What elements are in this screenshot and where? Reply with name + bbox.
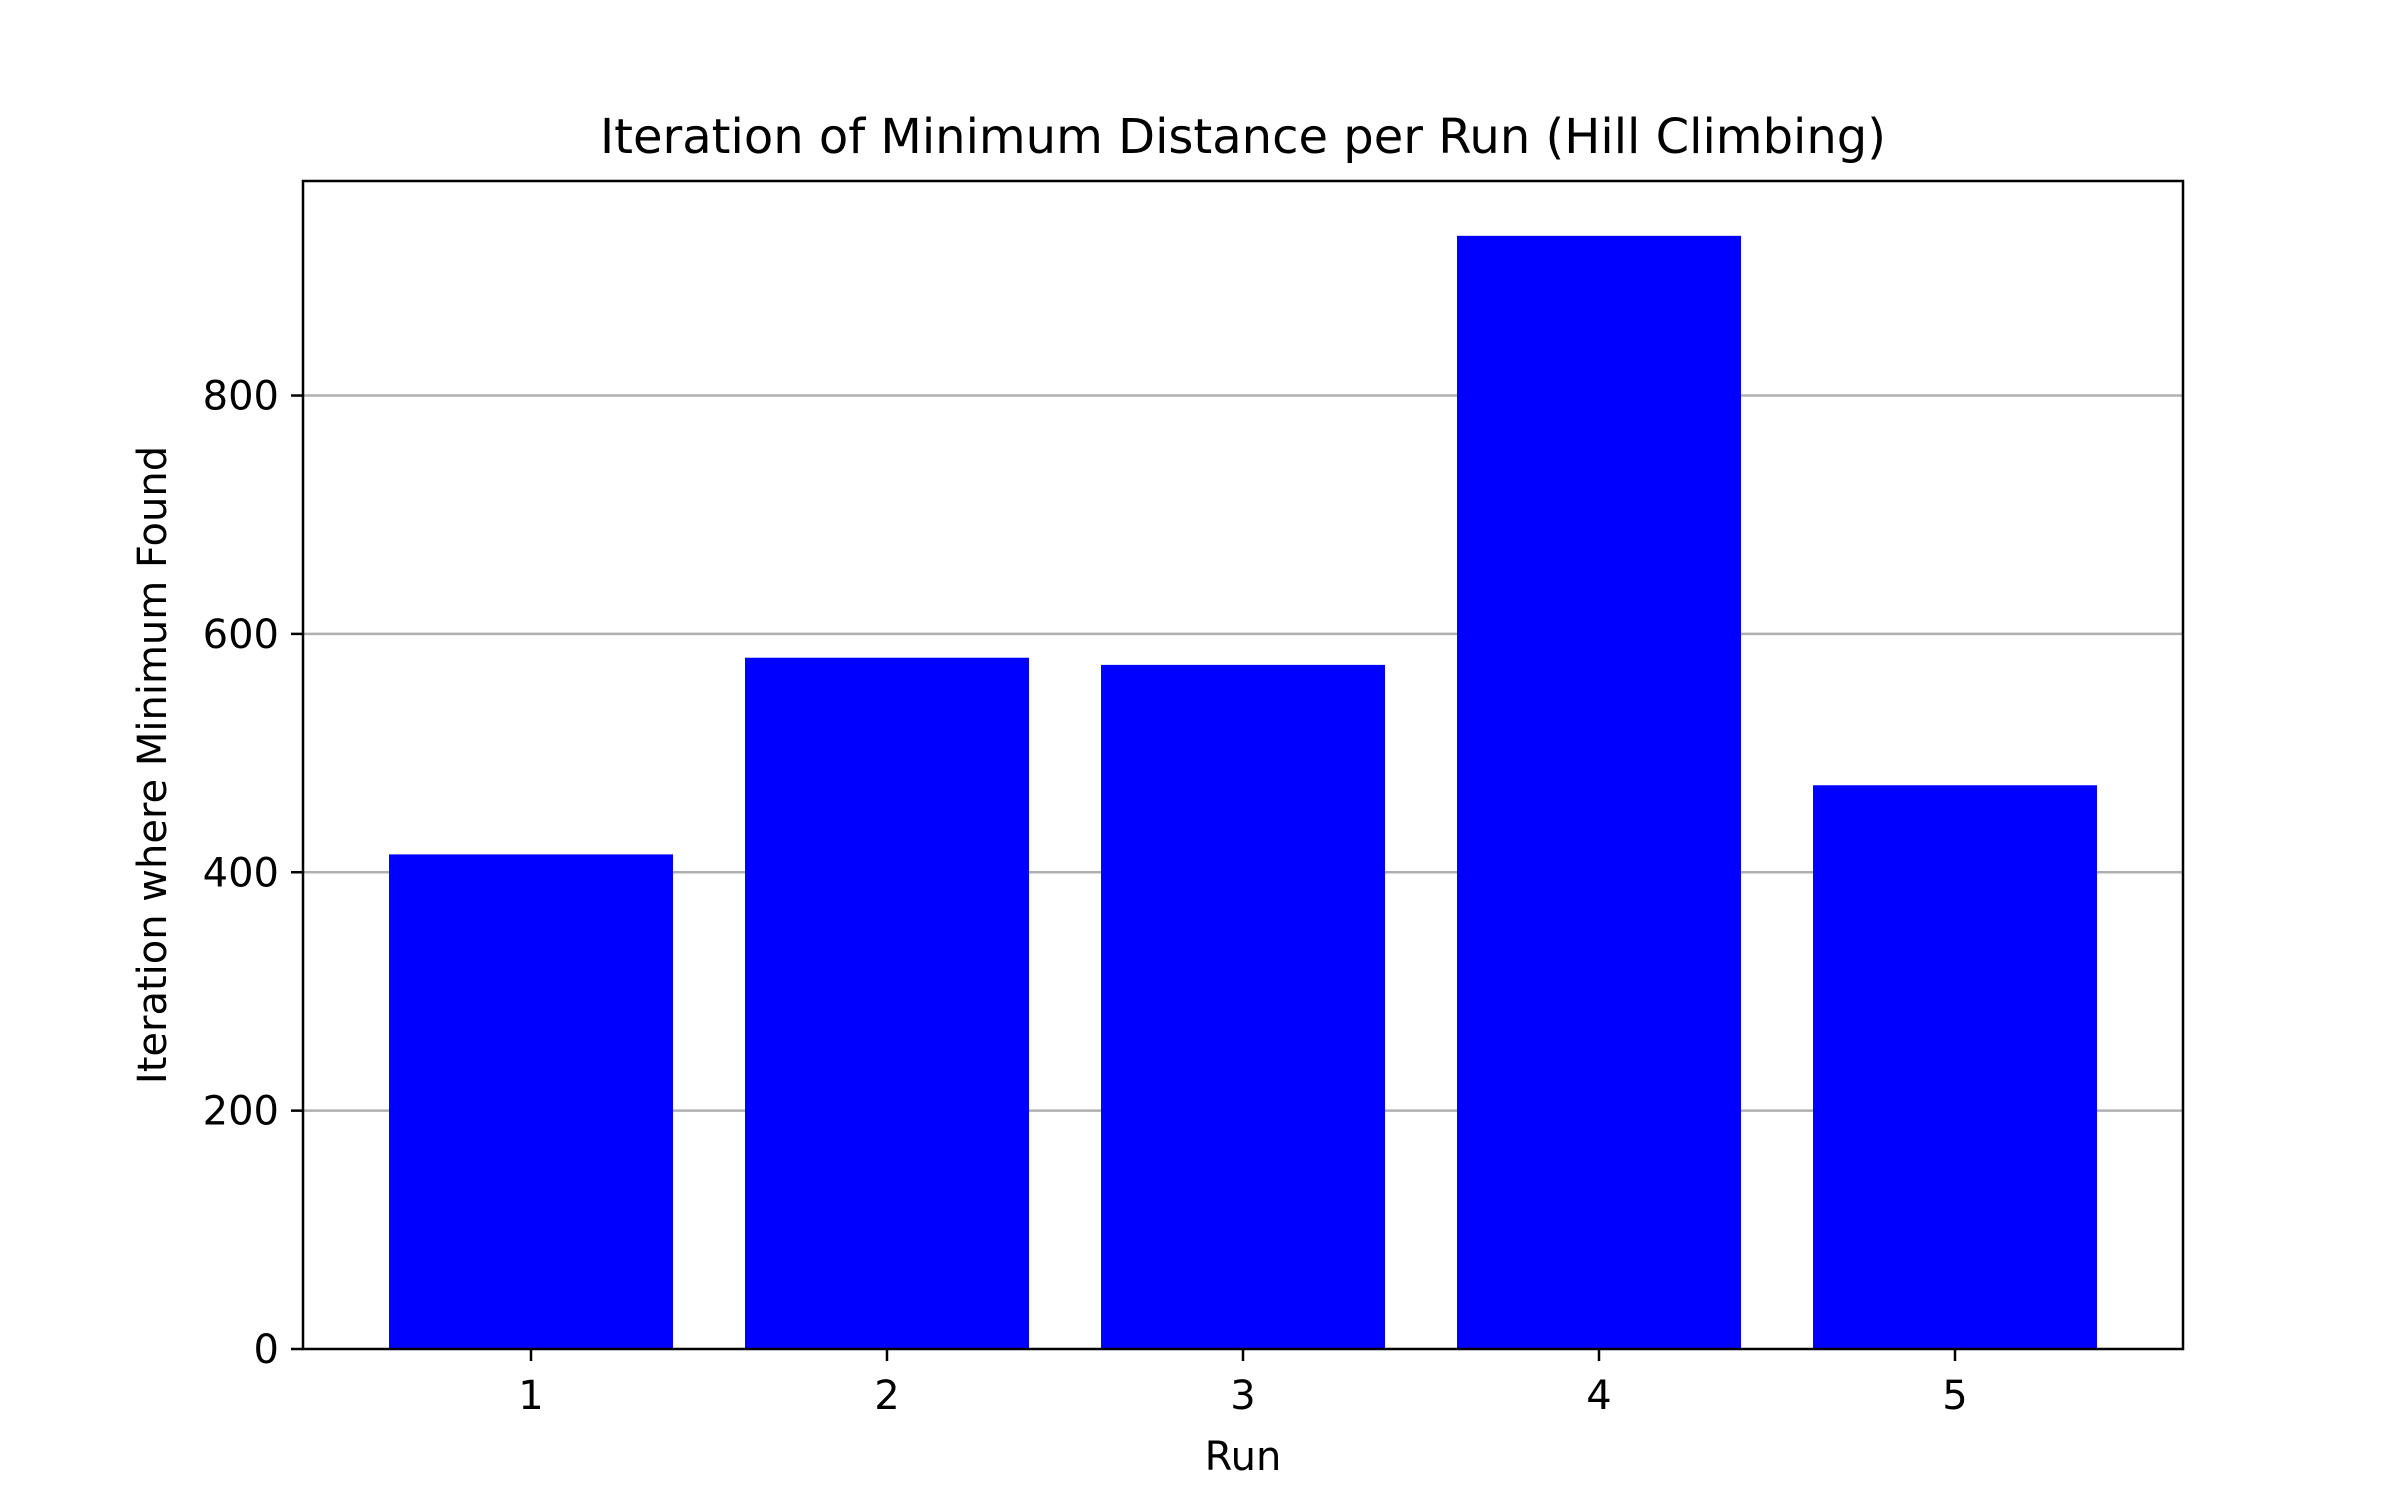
x-tick-label: 5 <box>1942 1373 1967 1419</box>
x-tick-label: 4 <box>1586 1373 1611 1419</box>
x-axis-label: Run <box>1205 1434 1282 1480</box>
bar-run-4 <box>1457 235 1741 1350</box>
x-tick-label: 3 <box>1230 1373 1255 1419</box>
x-axis-ticks: 1 2 3 4 5 <box>518 1349 1968 1419</box>
y-axis-label: Iteration where Minimum Found <box>130 446 176 1084</box>
y-tick-label: 600 <box>203 612 279 658</box>
bar-run-2 <box>745 657 1029 1349</box>
bar-run-1 <box>389 854 673 1349</box>
x-tick-label: 2 <box>874 1373 899 1419</box>
bar-run-5 <box>1813 785 2097 1349</box>
bars <box>389 235 2097 1350</box>
chart-title: Iteration of Minimum Distance per Run (H… <box>600 109 1886 165</box>
y-axis-ticks: 0 200 400 600 800 <box>203 374 303 1373</box>
y-tick-label: 0 <box>254 1327 279 1373</box>
bar-run-3 <box>1101 664 1385 1349</box>
y-tick-label: 400 <box>203 850 279 896</box>
y-tick-label: 800 <box>203 374 279 420</box>
x-tick-label: 1 <box>518 1373 543 1419</box>
y-tick-label: 200 <box>203 1089 279 1135</box>
